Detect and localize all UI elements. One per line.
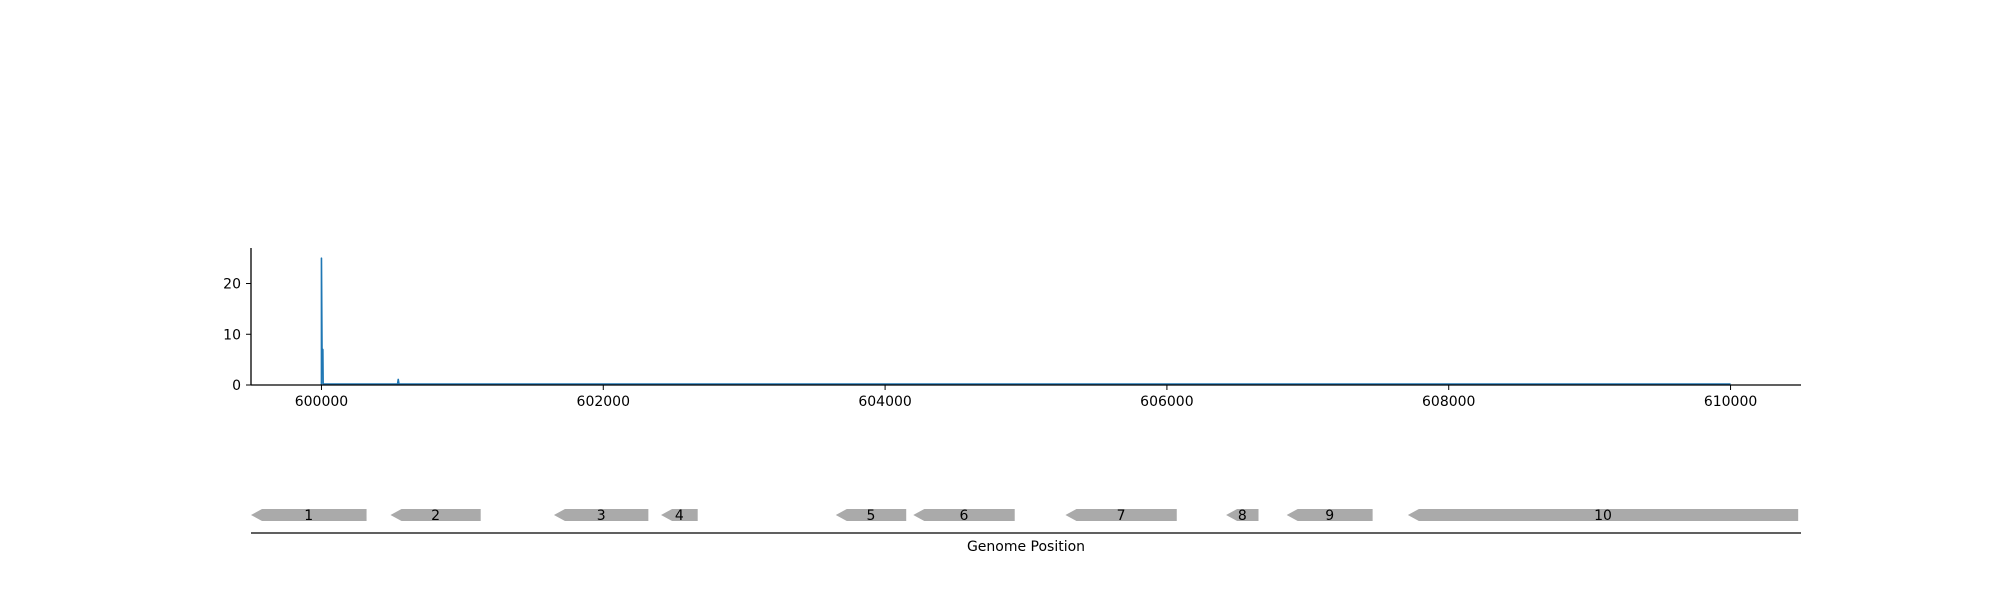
- x-tick-label: 602000: [577, 394, 630, 410]
- gene-arrow: [553, 509, 649, 521]
- gene-label: 4: [675, 508, 684, 524]
- gene-label: 5: [867, 508, 876, 524]
- gene-label: 1: [304, 508, 313, 524]
- x-tick-label: 608000: [1422, 394, 1475, 410]
- gene-label: 6: [960, 508, 969, 524]
- gene-track: 1 2 3 4 5 6 7 8 9 10 Genome Position: [251, 508, 1801, 555]
- x-tick-label: 610000: [1704, 394, 1757, 410]
- gene-arrow: [835, 509, 907, 521]
- coverage-axes-ticks: 600000 602000 604000 606000 608000 610000 0 10 2…: [223, 277, 1757, 410]
- y-tick-label: 0: [232, 378, 241, 394]
- gene-label: 7: [1117, 508, 1126, 524]
- gene-arrow: [913, 509, 1015, 521]
- gene-arrow: [251, 509, 367, 521]
- coverage-plot: 600000 602000 604000 606000 608000 610000 0 10 2…: [223, 248, 1801, 410]
- x-tick-label: 600000: [295, 394, 348, 410]
- gene-arrows: 1 2 3 4 5 6 7 8 9 10: [251, 508, 1799, 524]
- gene-arrow: [1286, 509, 1373, 521]
- x-tick-label: 604000: [858, 394, 911, 410]
- gene-arrow: [390, 509, 481, 521]
- gene-label: 10: [1594, 508, 1612, 524]
- coverage-series: [320, 257, 1731, 385]
- gene-label: 2: [431, 508, 440, 524]
- gene-label: 8: [1238, 508, 1247, 524]
- y-tick-label: 20: [223, 277, 241, 293]
- x-tick-label: 606000: [1140, 394, 1193, 410]
- gene-track-x-axis-label: Genome Position: [967, 539, 1085, 555]
- gene-label: 3: [597, 508, 606, 524]
- gene-arrow: [1065, 509, 1177, 521]
- gene-arrow: [661, 509, 698, 521]
- gene-arrow: [1226, 509, 1259, 521]
- gene-label: 9: [1325, 508, 1334, 524]
- coverage-line: [320, 257, 1731, 385]
- gene-arrow: [1407, 509, 1799, 521]
- y-tick-label: 10: [223, 327, 241, 343]
